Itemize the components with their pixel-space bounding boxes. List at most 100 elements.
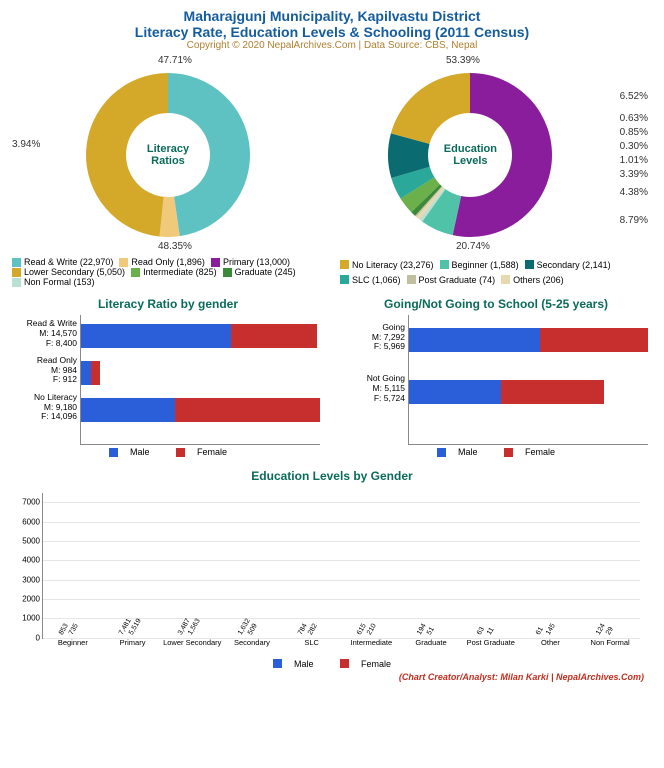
schooling-hbar-chart: GoingM: 7,292F: 5,969Not GoingM: 5,115F:… bbox=[408, 315, 648, 445]
vbar-value-label: 11 bbox=[486, 626, 496, 636]
hbar-legend: Male Female bbox=[336, 447, 656, 459]
slice-pct-label: 0.63% bbox=[620, 113, 648, 124]
donut-slice bbox=[391, 73, 470, 144]
hbar-ylabel: GoingM: 7,292F: 5,969 bbox=[337, 323, 409, 352]
literacy-donut-center-label: Literacy Ratios bbox=[147, 143, 189, 167]
literacy-hbar-chart: Read & WriteM: 14,570F: 8,400Read OnlyM:… bbox=[80, 315, 320, 445]
legend-swatch bbox=[12, 278, 21, 287]
xtick-label: Intermediate bbox=[350, 638, 392, 647]
legend-label: Lower Secondary (5,050) bbox=[24, 267, 125, 277]
legend-item: Non Formal (153) bbox=[12, 277, 95, 287]
education-by-gender-panel: Education Levels by Gender 0100020003000… bbox=[8, 469, 656, 671]
female-swatch bbox=[176, 448, 185, 457]
legend-item: Secondary (2,141) bbox=[525, 257, 611, 272]
hbar-row bbox=[409, 328, 648, 352]
slice-pct-label: 3.39% bbox=[620, 169, 648, 180]
hbar-female-segment bbox=[540, 328, 648, 352]
vbar-value-label: 124 bbox=[595, 622, 607, 636]
female-swatch bbox=[504, 448, 513, 457]
vbar-value-label: 29 bbox=[605, 626, 615, 636]
hbar-row bbox=[81, 324, 320, 348]
xtick-label: Other bbox=[541, 638, 560, 647]
hbar-male-segment bbox=[81, 398, 175, 422]
grid-line bbox=[43, 522, 640, 523]
hbar-female-segment bbox=[501, 380, 604, 404]
legend-swatch bbox=[119, 258, 128, 267]
grid-line bbox=[43, 618, 640, 619]
legend-item: Post Graduate (74) bbox=[407, 272, 496, 287]
hbar-row bbox=[81, 398, 320, 422]
page-title: Maharajgunj Municipality, Kapilvastu Dis… bbox=[8, 8, 656, 24]
ytick-label: 1000 bbox=[22, 614, 43, 623]
hbar-female-segment bbox=[91, 361, 100, 385]
hbar-ylabel: Read OnlyM: 984F: 912 bbox=[9, 356, 81, 385]
slice-pct-label: 4.38% bbox=[620, 187, 648, 198]
ytick-label: 4000 bbox=[22, 556, 43, 565]
panel-title: Education Levels by Gender bbox=[8, 469, 656, 483]
legend-label: Female bbox=[361, 659, 391, 669]
legend-swatch bbox=[525, 260, 534, 269]
xtick-label: Graduate bbox=[415, 638, 446, 647]
vbar-value-label: 615 bbox=[356, 622, 368, 636]
legend-swatch bbox=[340, 260, 349, 269]
panel-title: Going/Not Going to School (5-25 years) bbox=[336, 297, 656, 311]
legend-label: Male bbox=[458, 447, 478, 457]
xtick-label: Post Graduate bbox=[467, 638, 515, 647]
hbar-female-segment bbox=[175, 398, 320, 422]
vbar-value-label: 194 bbox=[416, 622, 428, 636]
legend-item: Lower Secondary (5,050) bbox=[12, 267, 125, 277]
hbar-male-segment bbox=[81, 361, 91, 385]
ytick-label: 5000 bbox=[22, 536, 43, 545]
xtick-label: Lower Secondary bbox=[163, 638, 221, 647]
legend-label: Secondary (2,141) bbox=[537, 260, 611, 270]
male-swatch bbox=[273, 659, 282, 668]
legend-item: Others (206) bbox=[501, 272, 564, 287]
legend-label: Read & Write (22,970) bbox=[24, 257, 113, 267]
legend-item: No Literacy (23,276) bbox=[340, 257, 434, 272]
legend-swatch bbox=[12, 268, 21, 277]
hbar-legend: Male Female bbox=[8, 447, 328, 459]
legend-swatch bbox=[340, 275, 349, 284]
hbar-row bbox=[409, 380, 648, 404]
vbar-value-label: 145 bbox=[545, 622, 557, 636]
legend-label: Primary (13,000) bbox=[223, 257, 290, 267]
legend-label: Female bbox=[525, 447, 555, 457]
grid-line bbox=[43, 580, 640, 581]
xtick-label: Beginner bbox=[58, 638, 88, 647]
panel-title: Literacy Ratio by gender bbox=[8, 297, 328, 311]
vbar-value-label: 853 bbox=[58, 622, 70, 636]
legend-swatch bbox=[211, 258, 220, 267]
legend-item: Intermediate (825) bbox=[131, 267, 217, 277]
hbar-ylabel: No LiteracyM: 9,180F: 14,096 bbox=[9, 393, 81, 422]
legend-label: Post Graduate (74) bbox=[419, 275, 496, 285]
hbar-male-segment bbox=[81, 324, 231, 348]
slice-pct-label: 8.79% bbox=[620, 215, 648, 226]
legend-swatch bbox=[12, 258, 21, 267]
slice-pct-label: 20.74% bbox=[456, 241, 490, 252]
ytick-label: 6000 bbox=[22, 517, 43, 526]
vbar-value-label: 784 bbox=[297, 622, 309, 636]
legend-label: Beginner (1,588) bbox=[452, 260, 519, 270]
slice-pct-label: 0.30% bbox=[620, 141, 648, 152]
legend-item: Beginner (1,588) bbox=[440, 257, 519, 272]
xtick-label: Primary bbox=[120, 638, 146, 647]
hbar-male-segment bbox=[409, 380, 501, 404]
grid-line bbox=[43, 502, 640, 503]
legend-swatch bbox=[131, 268, 140, 277]
legend-item: Primary (13,000) bbox=[211, 257, 290, 267]
male-swatch bbox=[437, 448, 446, 457]
vbar-value-label: 61 bbox=[535, 626, 545, 636]
legend-label: Male bbox=[130, 447, 150, 457]
xtick-label: Secondary bbox=[234, 638, 270, 647]
vbar-value-label: 735 bbox=[68, 622, 80, 636]
slice-pct-label: 53.39% bbox=[446, 55, 480, 66]
legend-label: SLC (1,066) bbox=[352, 275, 401, 285]
ytick-label: 2000 bbox=[22, 594, 43, 603]
ytick-label: 0 bbox=[36, 633, 43, 642]
hbar-female-segment bbox=[231, 324, 317, 348]
slice-pct-label: 48.35% bbox=[158, 241, 192, 252]
legend-left: Read & Write (22,970) Read Only (1,896) Pr… bbox=[8, 255, 328, 289]
legend-item: Read Only (1,896) bbox=[119, 257, 205, 267]
vbar-value-label: 63 bbox=[476, 626, 486, 636]
legend-swatch bbox=[501, 275, 510, 284]
